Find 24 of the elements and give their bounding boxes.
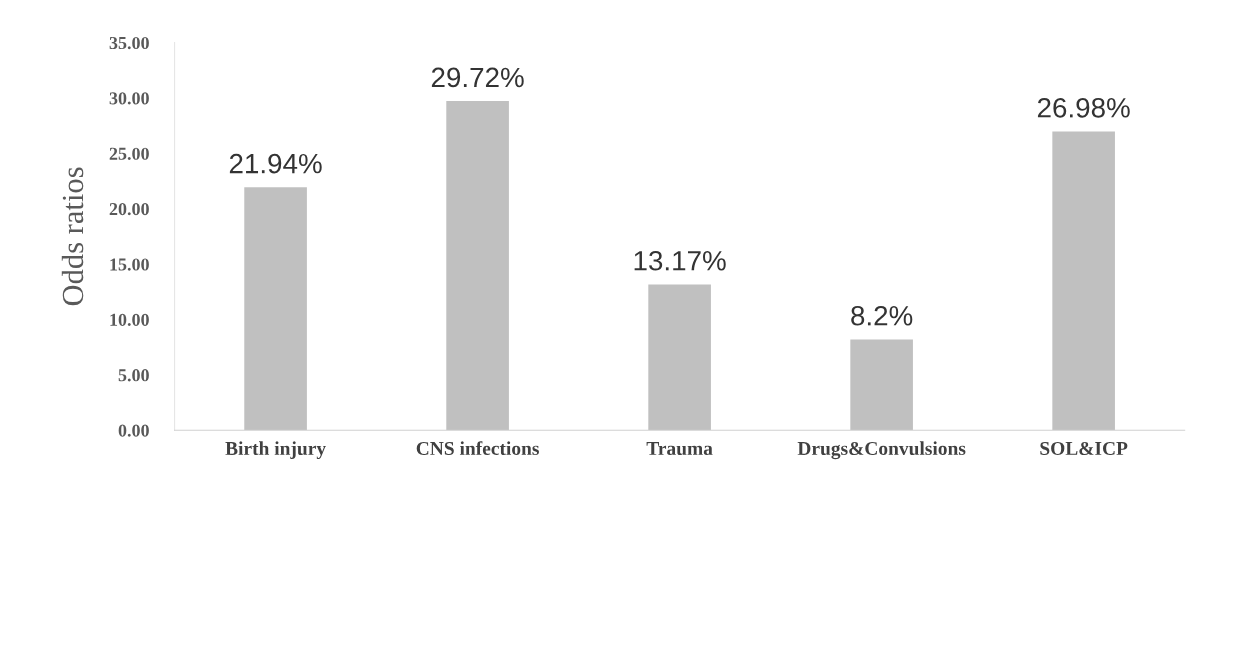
y-tick-label: 0.00 (118, 424, 149, 437)
data-label: 8.2% (851, 305, 913, 326)
x-tick-label: CNS infections (416, 441, 539, 456)
y-tick-label: 10.00 (110, 313, 149, 327)
y-tick-label: 25.00 (109, 147, 149, 160)
bar (1052, 131, 1115, 431)
x-tick-label: Trauma (646, 442, 713, 456)
data-label: 13.17% (634, 250, 726, 271)
data-label: 29.72% (431, 67, 524, 88)
data-label: 26.98% (1037, 97, 1130, 118)
y-tick-label: 5.00 (118, 369, 149, 382)
x-tick-label: Birth injury (225, 441, 326, 460)
bar (850, 339, 913, 431)
y-axis-title: Odds ratios (61, 167, 84, 306)
x-tick-label: Drugs&Convulsions (797, 441, 966, 460)
bar (244, 187, 307, 431)
y-tick-label: 30.00 (109, 92, 149, 105)
y-tick-label: 20.00 (109, 203, 149, 216)
y-tick-label: 35.00 (109, 36, 149, 50)
bar (648, 284, 711, 431)
bar (446, 101, 509, 431)
x-tick-label: SOL&ICP (1040, 441, 1128, 456)
data-label: 21.94% (229, 153, 322, 174)
y-tick-label: 15.00 (110, 258, 149, 271)
